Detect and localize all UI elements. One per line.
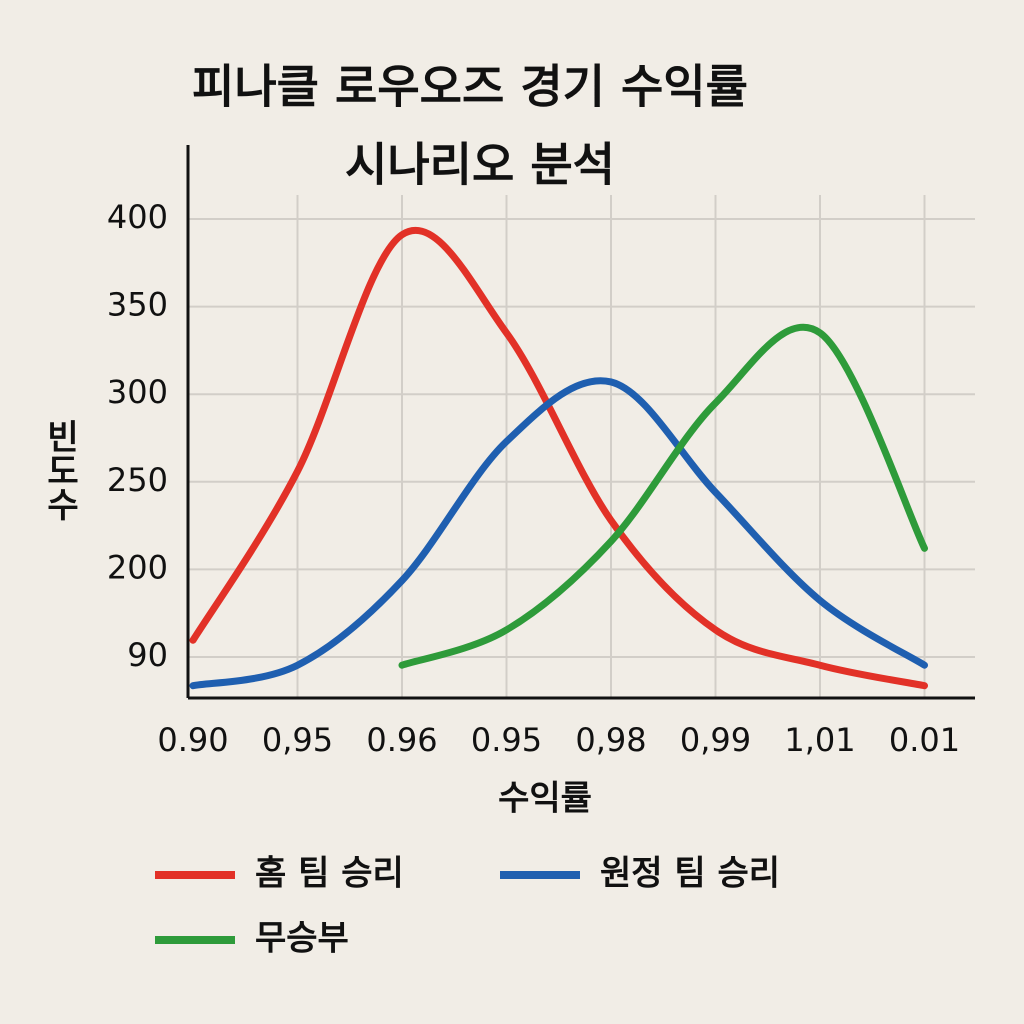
chart-title: 피나클 로우오즈 경기 수익률 [192, 60, 748, 114]
legend-label: 원정 팀 승리 [600, 854, 780, 894]
y-tick-label: 250 [107, 461, 168, 499]
y-tick-label: 400 [107, 198, 168, 236]
x-tick-label: 0,99 [680, 721, 751, 759]
x-tick-label: 1,01 [784, 721, 855, 759]
y-tick-label: 350 [107, 286, 168, 324]
chart-subtitle: 시나리오 분석 [345, 138, 615, 192]
x-tick-label: 0.96 [366, 721, 437, 759]
line [398, 323, 928, 669]
legend-label: 무승부 [255, 919, 349, 959]
x-tick-label: 0,98 [575, 721, 646, 759]
y-tick-label: 300 [107, 373, 168, 411]
x-tick-label: 0.90 [157, 721, 228, 759]
legend-label: 홈 팀 승리 [255, 854, 404, 894]
y-tick-label: 90 [127, 636, 168, 674]
x-tick-label: 0.01 [889, 721, 960, 759]
line [189, 226, 928, 690]
x-tick-label: 0,95 [262, 721, 333, 759]
y-axis-title: 빈도수 [40, 419, 80, 521]
x-axis-title: 수익률 [498, 779, 592, 819]
y-tick-label: 200 [107, 548, 168, 586]
x-tick-label: 0.95 [471, 721, 542, 759]
line [189, 377, 928, 690]
